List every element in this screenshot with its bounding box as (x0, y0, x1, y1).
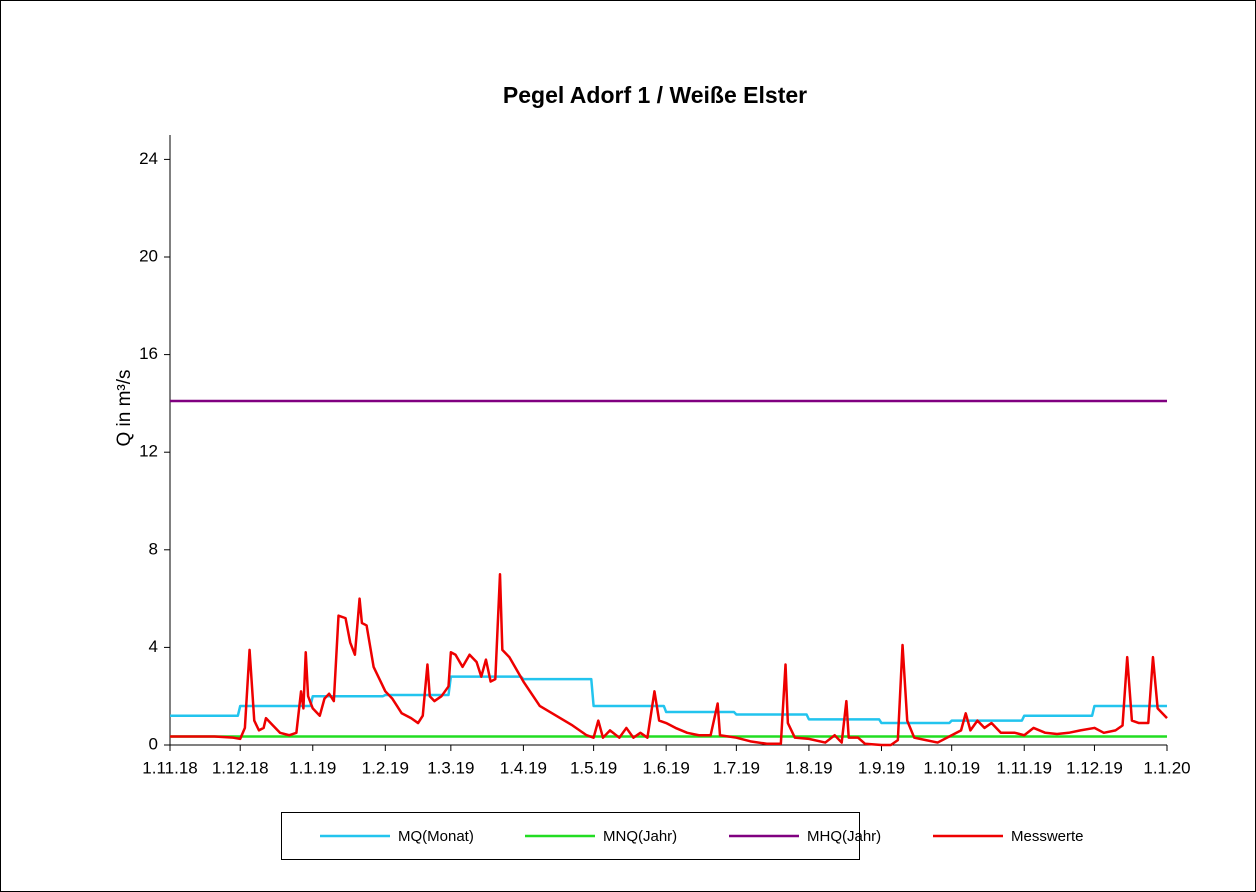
x-tick-label: 1.11.19 (997, 758, 1052, 777)
x-tick-label: 1.1.19 (289, 758, 336, 777)
x-tick-label: 1.6.19 (643, 758, 690, 777)
x-tick-label: 1.5.19 (570, 758, 617, 777)
x-tick-label: 1.8.19 (785, 758, 832, 777)
x-tick-label: 1.1.20 (1143, 758, 1190, 777)
x-tick-label: 1.3.19 (427, 758, 474, 777)
x-tick-label: 1.11.18 (142, 758, 197, 777)
chart-title: Pegel Adorf 1 / Weiße Elster (503, 82, 807, 108)
x-tick-label: 1.2.19 (362, 758, 409, 777)
legend-label: MHQ(Jahr) (807, 828, 881, 845)
series-line (170, 675, 1167, 725)
legend-label: MNQ(Jahr) (603, 828, 677, 845)
x-tick-label: 1.4.19 (500, 758, 547, 777)
x-tick-label: 1.12.19 (1066, 758, 1123, 777)
y-axis-label: Q in m³/s (114, 369, 135, 446)
x-tick-label: 1.9.19 (858, 758, 905, 777)
series-line (170, 572, 1168, 747)
legend-label: MQ(Monat) (398, 828, 474, 845)
y-tick-label: 8 (149, 539, 158, 558)
y-tick-label: 16 (139, 344, 158, 363)
x-tick-label: 1.12.18 (212, 758, 269, 777)
y-tick-label: 20 (139, 246, 158, 265)
y-tick-label: 4 (149, 637, 158, 656)
y-tick-label: 0 (149, 734, 158, 753)
x-tick-label: 1.7.19 (713, 758, 760, 777)
x-tick-label: 1.10.19 (923, 758, 980, 777)
y-tick-label: 12 (139, 442, 158, 461)
y-tick-label: 24 (139, 149, 158, 168)
legend-label: Messwerte (1011, 828, 1084, 845)
